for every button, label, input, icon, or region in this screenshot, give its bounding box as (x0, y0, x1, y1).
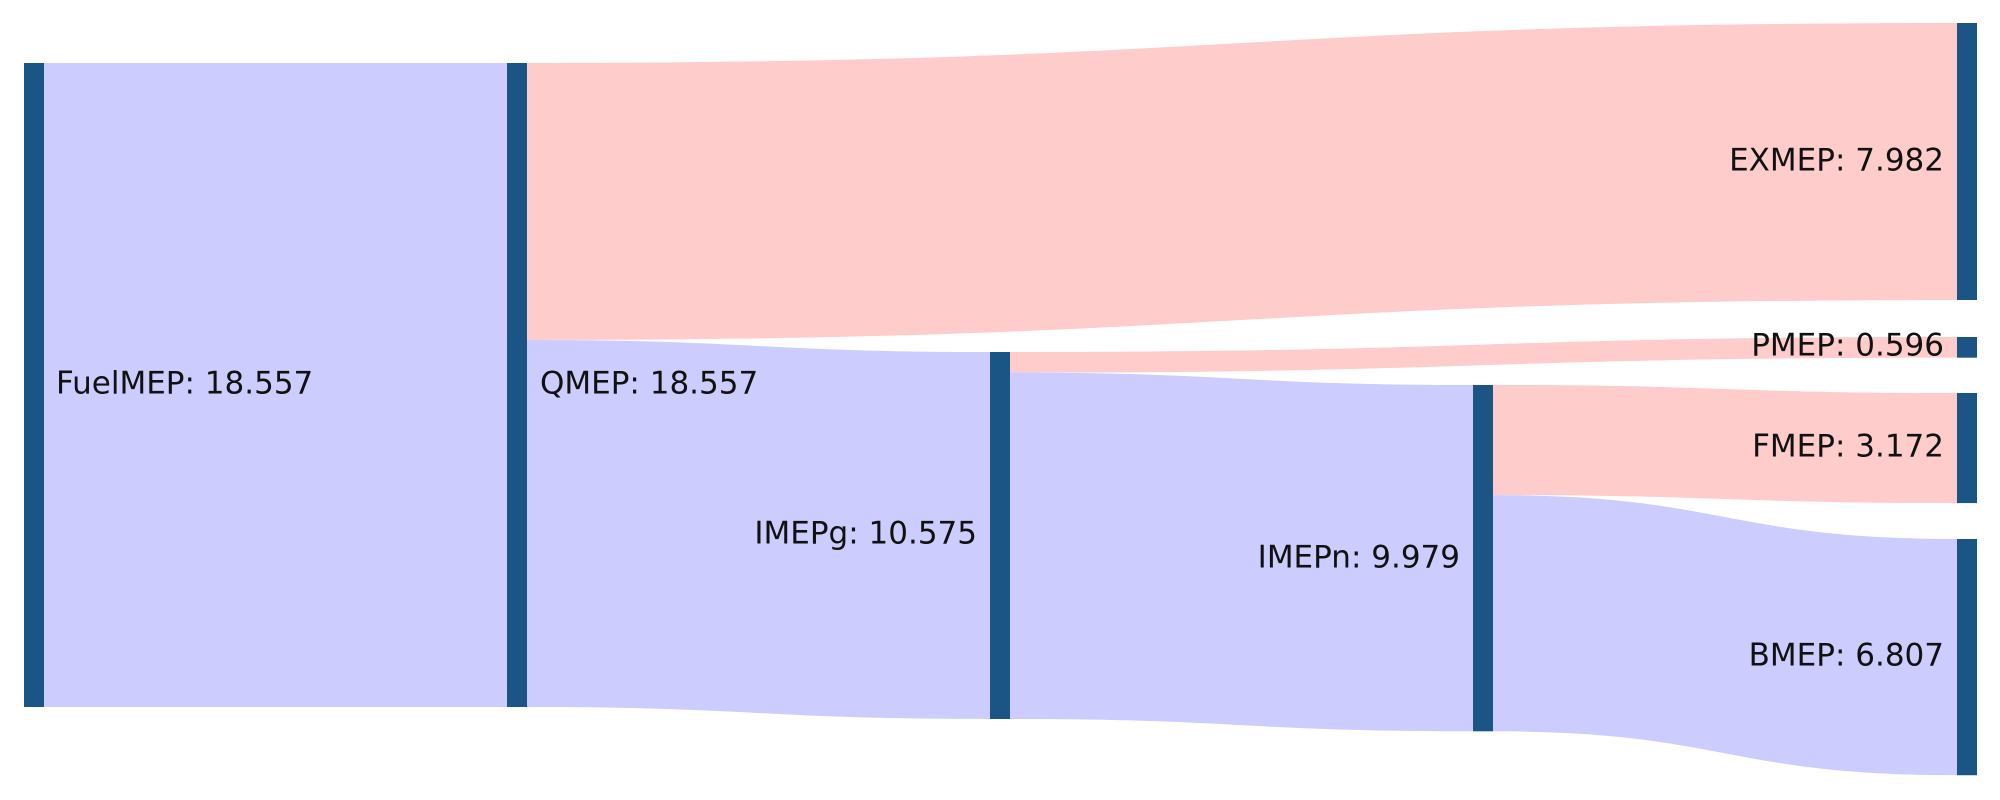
node-label-pmep: PMEP: 0.596 (1751, 328, 1944, 364)
node-bar-fuel (24, 63, 44, 707)
node-label-q: QMEP: 18.557 (540, 366, 758, 402)
node-label-imepg: IMEPg: 10.575 (754, 516, 977, 552)
sankey-labels: FuelMEP: 18.557 QMEP: 18.557 IMEPg: 10.5… (56, 143, 1944, 674)
node-bar-imepn (1473, 385, 1493, 732)
node-label-fmep: FMEP: 3.172 (1752, 429, 1944, 465)
node-bar-exmep (1957, 23, 1977, 301)
flow-q-to-imepg (527, 340, 990, 719)
flow-fuel-to-q (44, 63, 507, 707)
flow-imepg-to-pmep (1010, 337, 1957, 373)
node-bar-fmep (1957, 393, 1977, 504)
node-bar-q (507, 63, 527, 707)
node-bar-bmep (1957, 539, 1977, 776)
node-label-bmep: BMEP: 6.807 (1749, 638, 1944, 674)
node-bar-imepg (990, 352, 1010, 719)
flow-imepn-to-bmep (1493, 495, 1957, 776)
node-label-exmep: EXMEP: 7.982 (1729, 143, 1944, 179)
flow-imepg-to-imepn (1010, 372, 1473, 732)
sankey-links (44, 23, 1957, 776)
flow-q-to-exmep (527, 23, 1957, 341)
node-label-fuel: FuelMEP: 18.557 (56, 366, 313, 402)
node-label-imepn: IMEPn: 9.979 (1258, 540, 1460, 576)
node-bar-pmep (1957, 337, 1977, 358)
sankey-nodes (24, 23, 1977, 776)
flow-imepn-to-fmep (1493, 385, 1957, 504)
